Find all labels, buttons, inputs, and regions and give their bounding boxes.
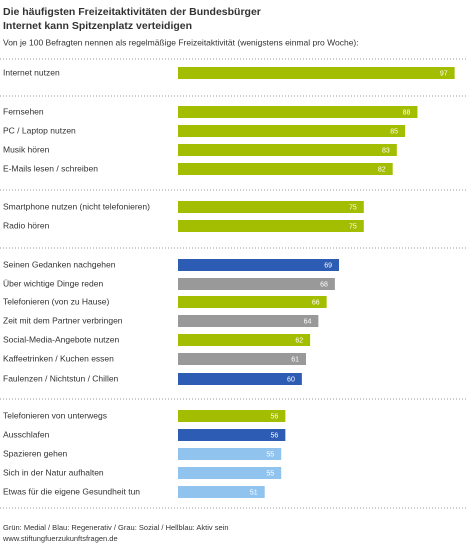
category-label: Internet nutzen [3, 67, 60, 77]
value-label: 88 [403, 109, 411, 116]
bar [178, 353, 306, 365]
value-label: 55 [266, 451, 274, 458]
value-label: 64 [304, 318, 312, 325]
bar [178, 67, 455, 79]
value-label: 68 [320, 281, 328, 288]
chart-title: Die häufigsten Freizeitaktivitäten der B… [3, 6, 261, 18]
category-label: Radio hören [3, 220, 50, 230]
category-label: Social-Media-Angebote nutzen [3, 334, 120, 344]
value-label: 97 [440, 70, 448, 77]
bar [178, 106, 418, 118]
value-label: 82 [378, 166, 386, 173]
category-label: Etwas für die eigene Gesundheit tun [3, 486, 140, 496]
bar [178, 373, 302, 385]
category-label: Über wichtige Dinge reden [3, 278, 103, 288]
category-label: Smartphone nutzen (nicht telefonieren) [3, 201, 150, 211]
value-label: 69 [324, 262, 332, 269]
value-label: 85 [390, 128, 398, 135]
bar [178, 144, 397, 156]
value-label: 62 [295, 337, 303, 344]
value-label: 61 [291, 356, 299, 363]
value-label: 60 [287, 376, 295, 383]
category-label: Faulenzen / Nichtstun / Chillen [3, 373, 119, 383]
bar [178, 486, 265, 498]
bar [178, 163, 393, 175]
value-label: 55 [266, 470, 274, 477]
bar [178, 125, 406, 137]
bar [178, 315, 319, 327]
bar [178, 467, 282, 479]
value-label: 56 [271, 413, 279, 420]
legend-note: Grün: Medial / Blau: Regenerativ / Grau:… [3, 523, 229, 532]
category-label: Telefonieren von unterwegs [3, 410, 107, 420]
category-label: Fernsehen [3, 106, 44, 116]
category-label: Seinen Gedanken nachgehen [3, 259, 116, 269]
bar [178, 296, 327, 308]
category-label: E-Mails lesen / schreiben [3, 163, 98, 173]
category-label: Musik hören [3, 144, 50, 154]
bar [178, 259, 340, 271]
chart-description: Von je 100 Befragten nennen als regelmäß… [3, 37, 359, 47]
bar [178, 278, 335, 290]
category-label: Spazieren gehen [3, 448, 68, 458]
value-label: 51 [250, 489, 258, 496]
bar [178, 429, 286, 441]
source: www.stiftungfuerzukunftsfragen.de [2, 534, 118, 543]
bar [178, 201, 364, 213]
bar [178, 220, 364, 232]
value-label: 56 [271, 432, 279, 439]
value-label: 66 [312, 299, 320, 306]
bar [178, 448, 282, 460]
value-label: 75 [349, 223, 357, 230]
bar [178, 334, 311, 346]
bar [178, 410, 286, 422]
value-label: 75 [349, 204, 357, 211]
category-label: Sich in der Natur aufhalten [3, 467, 104, 477]
value-label: 83 [382, 147, 390, 154]
category-label: PC / Laptop nutzen [3, 125, 76, 135]
chart-subtitle: Internet kann Spitzenplatz verteidigen [3, 20, 192, 32]
category-label: Ausschlafen [3, 429, 50, 439]
category-label: Zeit mit dem Partner verbringen [3, 315, 123, 325]
category-label: Kaffeetrinken / Kuchen essen [3, 353, 114, 363]
category-label: Telefonieren (von zu Hause) [3, 296, 109, 306]
